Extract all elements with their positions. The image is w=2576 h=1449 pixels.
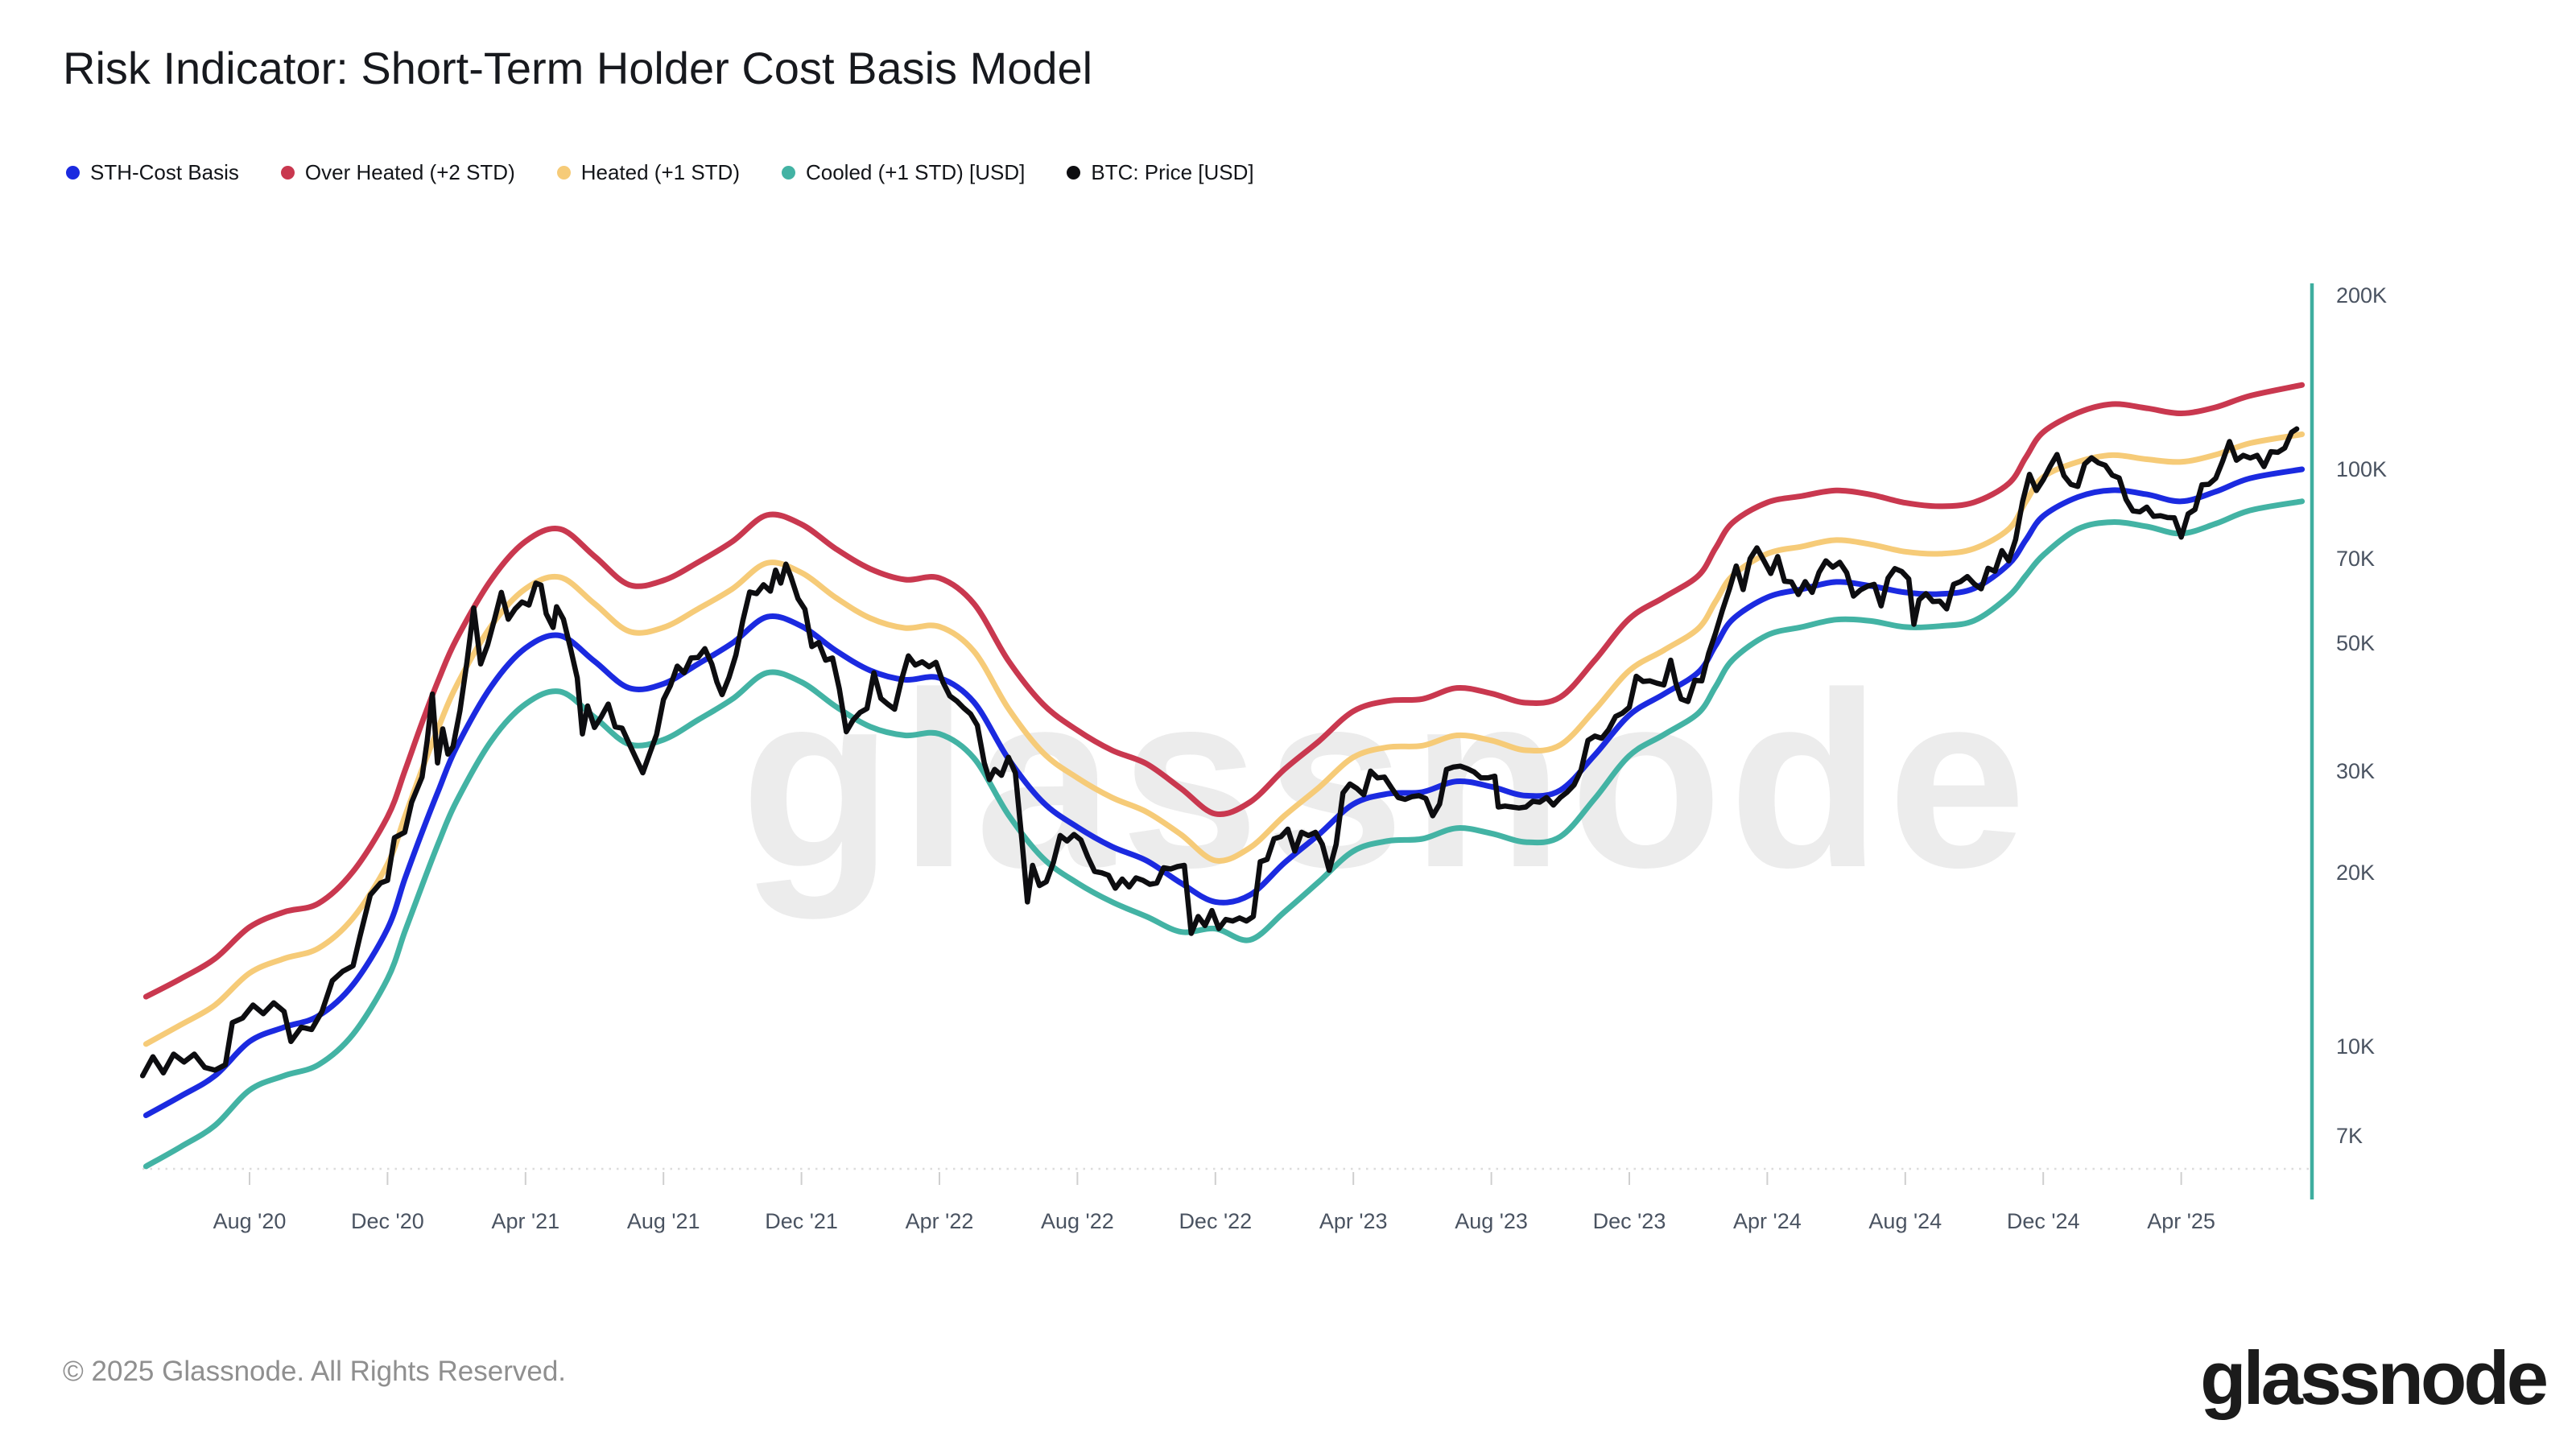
x-axis-label: Dec '21 [765, 1209, 838, 1233]
y-axis-label: 30K [2336, 758, 2376, 783]
legend-dot-icon [556, 165, 571, 180]
x-axis-label: Apr '23 [1319, 1209, 1388, 1233]
copyright-text: © 2025 Glassnode. All Rights Reserved. [63, 1356, 567, 1387]
legend-item-heated-1-std[interactable]: Heated (+1 STD) [556, 159, 740, 185]
y-axis-label: 100K [2336, 457, 2388, 481]
series-line-sth-cost-basis [142, 466, 2306, 1118]
x-axis-label: Aug '23 [1455, 1209, 1528, 1233]
x-axis-label: Aug '22 [1041, 1209, 1114, 1233]
y-axis-label: 10K [2336, 1034, 2376, 1059]
glassnode-logo: glassnode [2200, 1335, 2549, 1420]
y-axis-label: 70K [2336, 547, 2376, 572]
legend-item-sth-cost-basis[interactable]: STH-Cost Basis [66, 160, 239, 185]
page-title: Risk Indicator: Short-Term Holder Cost B… [63, 43, 1093, 93]
legend-dot-icon [1067, 165, 1081, 180]
x-axis-label: Apr '22 [905, 1209, 974, 1233]
y-axis-label: 7K [2336, 1124, 2363, 1149]
legend-item-label: STH-Cost Basis [90, 159, 239, 184]
series-line-heated-1-std [142, 431, 2306, 1047]
y-axis-label: 50K [2336, 630, 2376, 655]
x-axis-label: Aug '20 [213, 1209, 287, 1233]
legend-dot-icon [781, 165, 795, 180]
legend-item-cooled-1-std-usd[interactable]: Cooled (+1 STD) [USD] [781, 159, 1026, 185]
x-axis-label: Dec '20 [351, 1209, 424, 1233]
x-axis-label: Apr '24 [1733, 1209, 1802, 1233]
legend-item-label: Heated (+1 STD) [580, 159, 740, 184]
x-axis-label: Dec '24 [2006, 1209, 2080, 1233]
legend-item-label: Over Heated (+2 STD) [304, 159, 515, 184]
legend: STH-Cost Basis Over Heated (+2 STD) Heated… [66, 158, 1254, 187]
series-line-over-heated-2-std [142, 382, 2306, 1000]
x-axis-label: Aug '24 [1868, 1209, 1942, 1233]
series-line-btc-price-usd [139, 426, 2300, 1079]
legend-item-btc-price-usd[interactable]: BTC: Price [USD] [1067, 159, 1254, 185]
series-line-cooled-1-std-usd [142, 498, 2306, 1170]
x-axis-label: Dec '22 [1179, 1209, 1253, 1233]
legend-dot-icon [66, 165, 80, 180]
x-axis-label: Dec '23 [1592, 1209, 1666, 1233]
y-axis-label: 200K [2336, 283, 2388, 308]
legend-item-label: BTC: Price [USD] [1091, 159, 1254, 184]
legend-item-label: Cooled (+1 STD) [USD] [805, 159, 1026, 184]
legend-dot-icon [280, 165, 295, 180]
y-axis-label: 20K [2336, 861, 2376, 886]
x-axis-label: Apr '21 [491, 1209, 560, 1233]
legend-item-over-heated-2-std[interactable]: Over Heated (+2 STD) [280, 159, 515, 185]
x-axis-label: Aug '21 [626, 1209, 700, 1233]
x-axis-label: Apr '25 [2147, 1209, 2215, 1233]
